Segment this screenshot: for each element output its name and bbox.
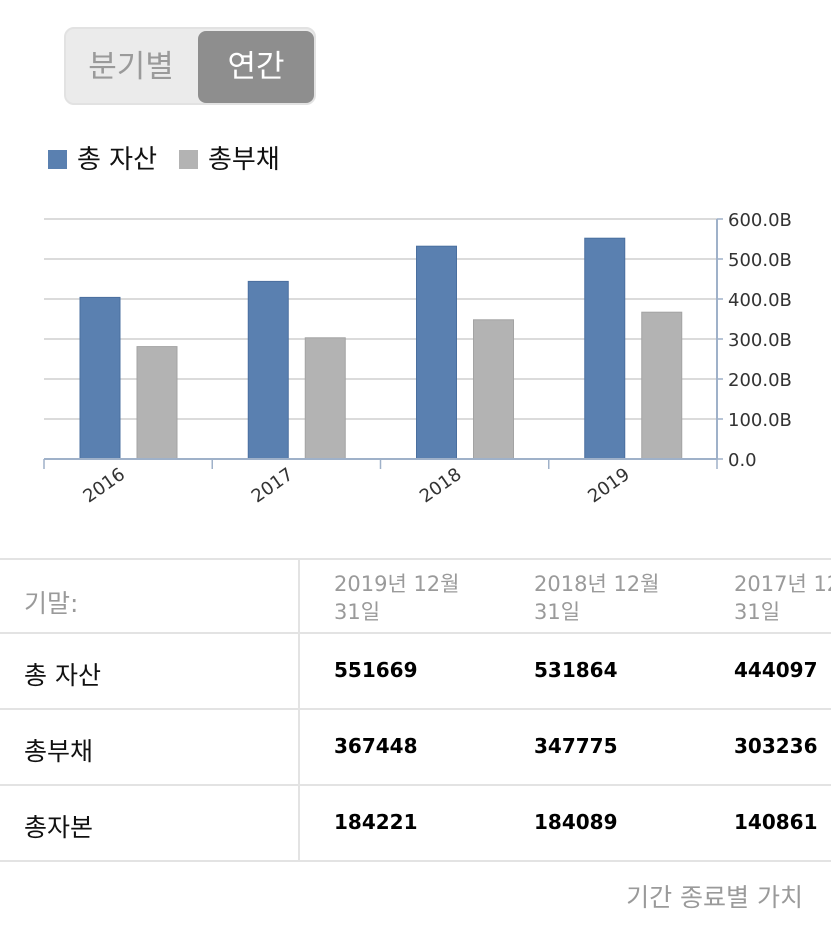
y-tick-label: 0.0 xyxy=(728,450,757,471)
bar-total-liabilities xyxy=(136,346,178,460)
y-tick-label: 500.0B xyxy=(728,250,792,271)
row-label: 총 자산 xyxy=(24,661,101,690)
bar-total-assets xyxy=(247,280,289,460)
column-divider xyxy=(298,558,300,862)
y-tick-label: 600.0B xyxy=(728,210,792,231)
table-cell: 184221 xyxy=(334,810,418,834)
table-cell: 303236 xyxy=(734,734,818,758)
period-toggle: 분기별 연간 xyxy=(64,27,316,105)
y-tick-label: 100.0B xyxy=(728,410,792,431)
table-row-total-liabilities: 총부채 367448 347775 303236 xyxy=(0,710,831,786)
legend-label-total-liabilities: 총부채 xyxy=(208,145,280,175)
column-header-2017-line2: 31일 xyxy=(734,600,781,624)
bar-total-assets xyxy=(584,237,626,460)
column-header-2017-line1: 2017년 12월 xyxy=(734,572,831,596)
table-row-total-equity: 총자본 184221 184089 140861 xyxy=(0,786,831,862)
y-tick-label: 300.0B xyxy=(728,330,792,351)
quarterly-tab[interactable]: 분기별 xyxy=(88,49,174,85)
footer-note: 기간 종료별 가치 xyxy=(626,883,803,912)
x-tick-label: 2016 xyxy=(79,464,129,507)
row-label: 총자본 xyxy=(24,813,94,842)
column-header-2019-line2: 31일 xyxy=(334,600,381,624)
table-header-row: 기말: 2019년 12월 31일 2018년 12월 31일 2017년 12… xyxy=(0,558,831,634)
legend-swatch-total-liabilities xyxy=(179,150,198,169)
annual-tab[interactable]: 연간 xyxy=(198,31,314,103)
column-header-2017: 2017년 12월 31일 xyxy=(734,570,831,626)
table-cell: 347775 xyxy=(534,734,618,758)
y-tick-label: 400.0B xyxy=(728,290,792,311)
x-tick-label: 2019 xyxy=(584,464,634,507)
table-cell: 531864 xyxy=(534,658,618,682)
column-header-2019: 2019년 12월 31일 xyxy=(334,570,534,626)
balance-bar-chart: 0.0 100.0B 200.0B 300.0B 400.0B 500.0B 600.0B 2… xyxy=(43,210,792,507)
column-header-2018-line1: 2018년 12월 xyxy=(534,572,660,596)
column-header-2018-line2: 31일 xyxy=(534,600,581,624)
table-cell: 551669 xyxy=(334,658,418,682)
table-cell: 367448 xyxy=(334,734,418,758)
bar-total-assets xyxy=(416,245,457,460)
legend-swatch-total-assets xyxy=(48,150,67,169)
bar-total-liabilities xyxy=(304,337,346,460)
bar-total-liabilities xyxy=(641,311,683,460)
legend-label-total-assets: 총 자산 xyxy=(77,145,158,175)
period-end-label: 기말: xyxy=(24,589,79,618)
x-tick-label: 2018 xyxy=(416,464,466,507)
column-header-2018: 2018년 12월 31일 xyxy=(534,570,734,626)
y-tick-label: 200.0B xyxy=(728,370,792,391)
column-header-2019-line1: 2019년 12월 xyxy=(334,572,460,596)
bar-total-liabilities xyxy=(473,319,514,460)
table-row-total-assets: 총 자산 551669 531864 444097 xyxy=(0,634,831,710)
table-cell: 184089 xyxy=(534,810,618,834)
row-label: 총부채 xyxy=(24,737,94,766)
x-tick-label: 2017 xyxy=(248,464,298,507)
table-cell: 444097 xyxy=(734,658,818,682)
table-cell: 140861 xyxy=(734,810,818,834)
bar-total-assets xyxy=(79,296,121,460)
